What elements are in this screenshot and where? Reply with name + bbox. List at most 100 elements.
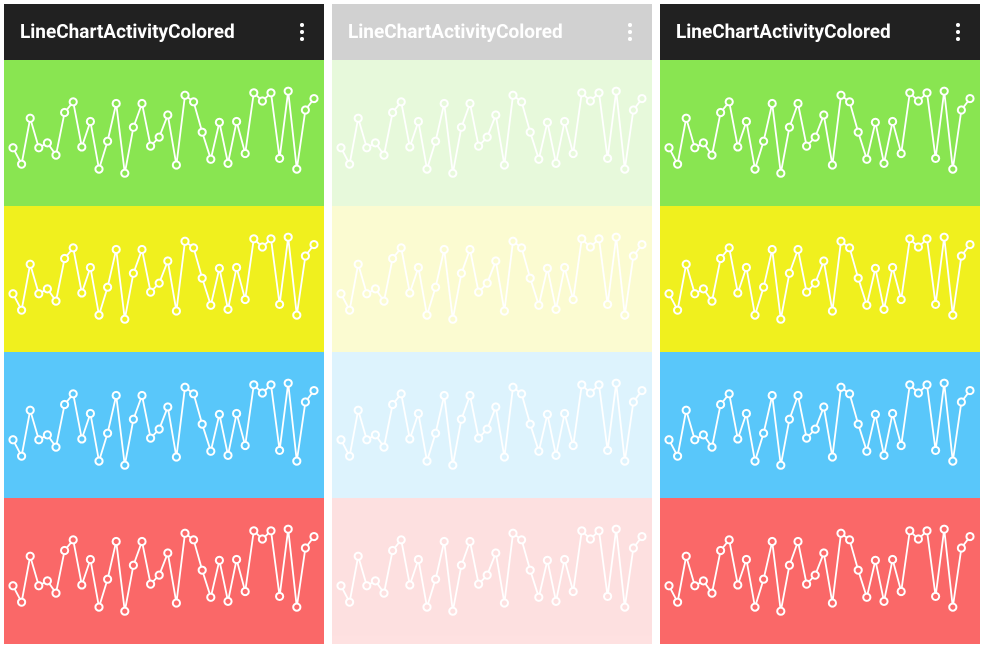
data-point xyxy=(309,531,319,542)
menu-dot xyxy=(300,37,304,41)
data-point xyxy=(465,390,475,401)
data-point xyxy=(300,251,310,261)
data-point xyxy=(733,434,743,444)
data-point xyxy=(948,310,958,320)
data-point xyxy=(94,456,104,466)
data-point xyxy=(266,234,276,244)
data-point xyxy=(793,98,803,109)
data-point xyxy=(249,234,259,244)
data-point xyxy=(905,234,915,244)
data-point xyxy=(905,88,915,98)
toolbar-title: LineChartActivityColored xyxy=(676,20,891,43)
data-point xyxy=(456,560,466,570)
data-point xyxy=(939,232,949,242)
data-point xyxy=(146,433,156,443)
data-point xyxy=(956,105,966,115)
data-point xyxy=(336,435,346,445)
data-point xyxy=(767,536,777,547)
data-point xyxy=(353,551,363,561)
data-point xyxy=(345,305,355,315)
data-point xyxy=(707,588,717,598)
data-point xyxy=(8,581,18,591)
data-point xyxy=(767,244,777,255)
data-point xyxy=(698,138,709,148)
data-point xyxy=(750,164,760,174)
phone-screen: LineChartActivityColored xyxy=(4,4,324,644)
menu-dot xyxy=(300,30,304,34)
data-point xyxy=(370,576,381,586)
data-point xyxy=(17,451,27,461)
data-point xyxy=(499,452,509,462)
overflow-menu[interactable] xyxy=(300,23,304,41)
overflow-menu[interactable] xyxy=(628,23,632,41)
data-point xyxy=(724,243,734,253)
data-point xyxy=(456,268,466,278)
data-point xyxy=(870,555,880,565)
data-point xyxy=(111,390,121,401)
data-point xyxy=(292,164,302,174)
data-point xyxy=(249,380,259,390)
data-point xyxy=(465,536,475,547)
data-point xyxy=(388,399,398,410)
data-point xyxy=(474,287,484,297)
data-point xyxy=(845,97,855,107)
data-point xyxy=(465,244,475,255)
data-point xyxy=(189,97,199,107)
data-point xyxy=(8,435,18,445)
data-point xyxy=(180,382,190,392)
data-point xyxy=(922,380,932,390)
data-point xyxy=(422,602,432,612)
data-point xyxy=(94,310,104,320)
data-point xyxy=(594,526,604,536)
data-point xyxy=(388,545,398,556)
data-point xyxy=(257,534,267,544)
data-point xyxy=(628,397,638,407)
data-point xyxy=(853,127,863,137)
data-point xyxy=(913,534,923,544)
data-point xyxy=(77,142,87,152)
data-point xyxy=(309,385,319,396)
data-point xyxy=(154,570,164,580)
data-point xyxy=(931,299,941,310)
data-point xyxy=(491,402,501,412)
data-point xyxy=(724,97,734,107)
data-point xyxy=(25,259,35,269)
data-point xyxy=(585,242,595,252)
data-point xyxy=(810,278,820,288)
data-point xyxy=(776,460,786,470)
data-point xyxy=(206,592,216,602)
data-point xyxy=(879,596,889,606)
data-point xyxy=(120,314,130,324)
data-point xyxy=(733,142,743,152)
data-point xyxy=(499,160,509,170)
data-point xyxy=(111,244,121,255)
data-point xyxy=(275,153,285,164)
data-point xyxy=(120,168,130,178)
data-point xyxy=(249,526,259,536)
data-point xyxy=(232,554,242,565)
data-point xyxy=(948,602,958,612)
data-point xyxy=(577,88,587,98)
data-point xyxy=(345,451,355,461)
overflow-menu[interactable] xyxy=(956,23,960,41)
data-point xyxy=(741,262,752,273)
data-point xyxy=(482,278,492,288)
data-point xyxy=(206,154,216,164)
data-point xyxy=(60,107,70,118)
data-point xyxy=(128,268,138,278)
data-point xyxy=(171,598,181,608)
data-point xyxy=(939,86,949,96)
data-point xyxy=(750,456,760,466)
data-point xyxy=(300,397,310,407)
data-point xyxy=(491,256,501,266)
data-point xyxy=(802,287,812,297)
data-point xyxy=(560,554,570,565)
data-point xyxy=(594,88,604,98)
data-point xyxy=(482,424,492,434)
data-point xyxy=(413,408,424,419)
data-point xyxy=(240,294,250,305)
data-point xyxy=(336,289,346,299)
data-point xyxy=(309,239,319,250)
data-point xyxy=(560,262,570,273)
data-point xyxy=(690,581,700,591)
